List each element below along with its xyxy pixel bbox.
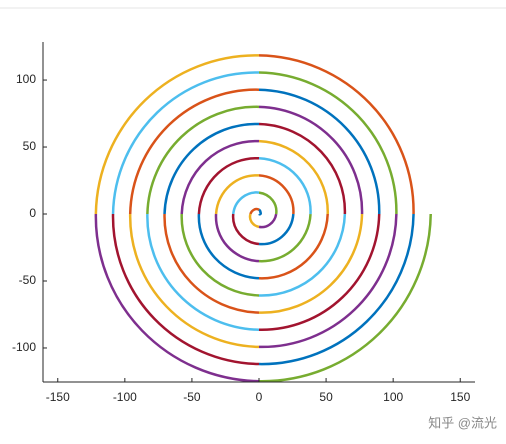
x-tick-label: -100 bbox=[113, 390, 137, 404]
spiral-line bbox=[94, 105, 398, 383]
x-tick-label: -150 bbox=[46, 390, 70, 404]
y-tick-label: 100 bbox=[16, 72, 36, 86]
x-tick-label: 50 bbox=[319, 390, 333, 404]
x-tick-label: 0 bbox=[256, 390, 263, 404]
x-tick-label: 150 bbox=[450, 390, 470, 404]
spiral-line bbox=[128, 54, 415, 314]
spiral-line bbox=[111, 71, 347, 331]
y-tick-label: -100 bbox=[12, 340, 36, 354]
watermark: 知乎 @流光 bbox=[428, 415, 497, 430]
x-tick-label: 100 bbox=[383, 390, 403, 404]
y-tick-label: -50 bbox=[19, 273, 37, 287]
y-tick-label: 50 bbox=[23, 139, 37, 153]
spiral-line bbox=[146, 71, 432, 383]
spiral-line bbox=[111, 122, 381, 366]
spiral-line bbox=[94, 54, 364, 349]
y-tick-label: 0 bbox=[29, 206, 36, 220]
spiral-line bbox=[163, 88, 415, 366]
x-tick-label: -50 bbox=[183, 390, 201, 404]
